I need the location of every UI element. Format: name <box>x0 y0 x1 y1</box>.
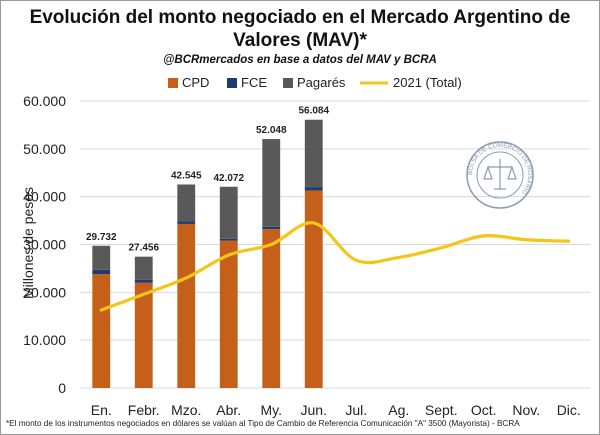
total-labels: 29.732 27.456 42.545 42.072 52.048 56.084 <box>86 106 330 254</box>
bar-fce <box>92 269 111 275</box>
legend-swatch-cpd <box>168 78 178 88</box>
y-tick-label: 60.000 <box>23 93 66 109</box>
bar-pagares <box>92 245 111 270</box>
bar-cpd <box>92 274 111 388</box>
bar-fce <box>134 279 153 283</box>
x-tick-label: Febr. <box>128 402 160 418</box>
x-tick-label: Sept. <box>425 402 458 418</box>
bar-cpd <box>304 190 323 388</box>
y-tick-label: 0 <box>58 380 66 396</box>
bar-cpd <box>177 223 196 388</box>
x-tick-label: Ag. <box>388 402 409 418</box>
x-tick-label: My. <box>260 402 282 418</box>
gridlines <box>80 100 590 389</box>
x-tick-label: Nov. <box>512 402 540 418</box>
bcr-seal-icon: BOLSA DE COMERCIO DE ROSARIO <box>466 141 534 209</box>
bar-cpd <box>219 240 238 388</box>
x-tick-labels: En. Febr. Mzo. Abr. My. Jun. Jul. Ag. Sept. Oct. N… <box>91 402 581 418</box>
bar-fce <box>219 238 238 241</box>
bars <box>92 119 323 388</box>
legend-label-cpd: CPD <box>182 75 209 90</box>
chart-subtitle: @BCRmercados en base a datos del MAV y B… <box>163 54 437 66</box>
bar-pagares <box>177 184 196 222</box>
x-tick-label: En. <box>91 402 112 418</box>
legend-label-fce: FCE <box>241 75 267 90</box>
y-axis-label: Millones de pesos <box>20 187 36 299</box>
bar-pagares <box>304 119 323 188</box>
bar-pagares <box>134 256 153 280</box>
y-tick-label: 10.000 <box>23 332 66 348</box>
y-tick-label: 40.000 <box>23 189 66 205</box>
total-label: 42.072 <box>213 173 244 184</box>
bar-fce <box>262 226 281 230</box>
total-label: 56.084 <box>298 106 329 117</box>
legend-swatch-pagares <box>283 78 293 88</box>
bar-fce <box>304 187 323 191</box>
x-tick-label: Mzo. <box>171 402 201 418</box>
x-tick-label: Jun. <box>301 402 327 418</box>
chart-title: Evolución del monto negociado en el Merc… <box>0 6 600 52</box>
chart-title-line2: Valores (MAV)* <box>233 30 367 51</box>
x-tick-label: Oct. <box>471 402 497 418</box>
legend: CPD FCE Pagarés 2021 (Total) <box>168 75 462 90</box>
footnote: *El monto de los instrumentos negociados… <box>6 419 520 428</box>
total-label: 27.456 <box>128 243 159 254</box>
total-label: 52.048 <box>256 125 287 136</box>
bar-pagares <box>262 139 281 227</box>
legend-label-pagares: Pagarés <box>297 75 346 90</box>
bar-cpd <box>262 229 281 388</box>
x-tick-label: Jul. <box>345 402 367 418</box>
y-tick-label: 20.000 <box>23 284 66 300</box>
y-tick-labels: 0 10.000 20.000 30.000 40.000 50.000 60.000 <box>23 93 66 396</box>
legend-swatch-fce <box>227 78 237 88</box>
legend-label-2021-total: 2021 (Total) <box>393 75 462 90</box>
total-label: 29.732 <box>86 232 117 243</box>
x-tick-label: Dic. <box>557 402 581 418</box>
series-line-2021-total <box>99 221 571 312</box>
y-tick-label: 50.000 <box>23 141 66 157</box>
chart-title-line1: Evolución del monto negociado en el Merc… <box>29 7 571 28</box>
x-tick-label: Abr. <box>216 402 241 418</box>
bar-fce <box>177 221 196 224</box>
bar-cpd <box>134 282 153 388</box>
bar-pagares <box>219 186 238 239</box>
y-tick-label: 30.000 <box>23 237 66 253</box>
total-label: 42.545 <box>171 170 202 181</box>
